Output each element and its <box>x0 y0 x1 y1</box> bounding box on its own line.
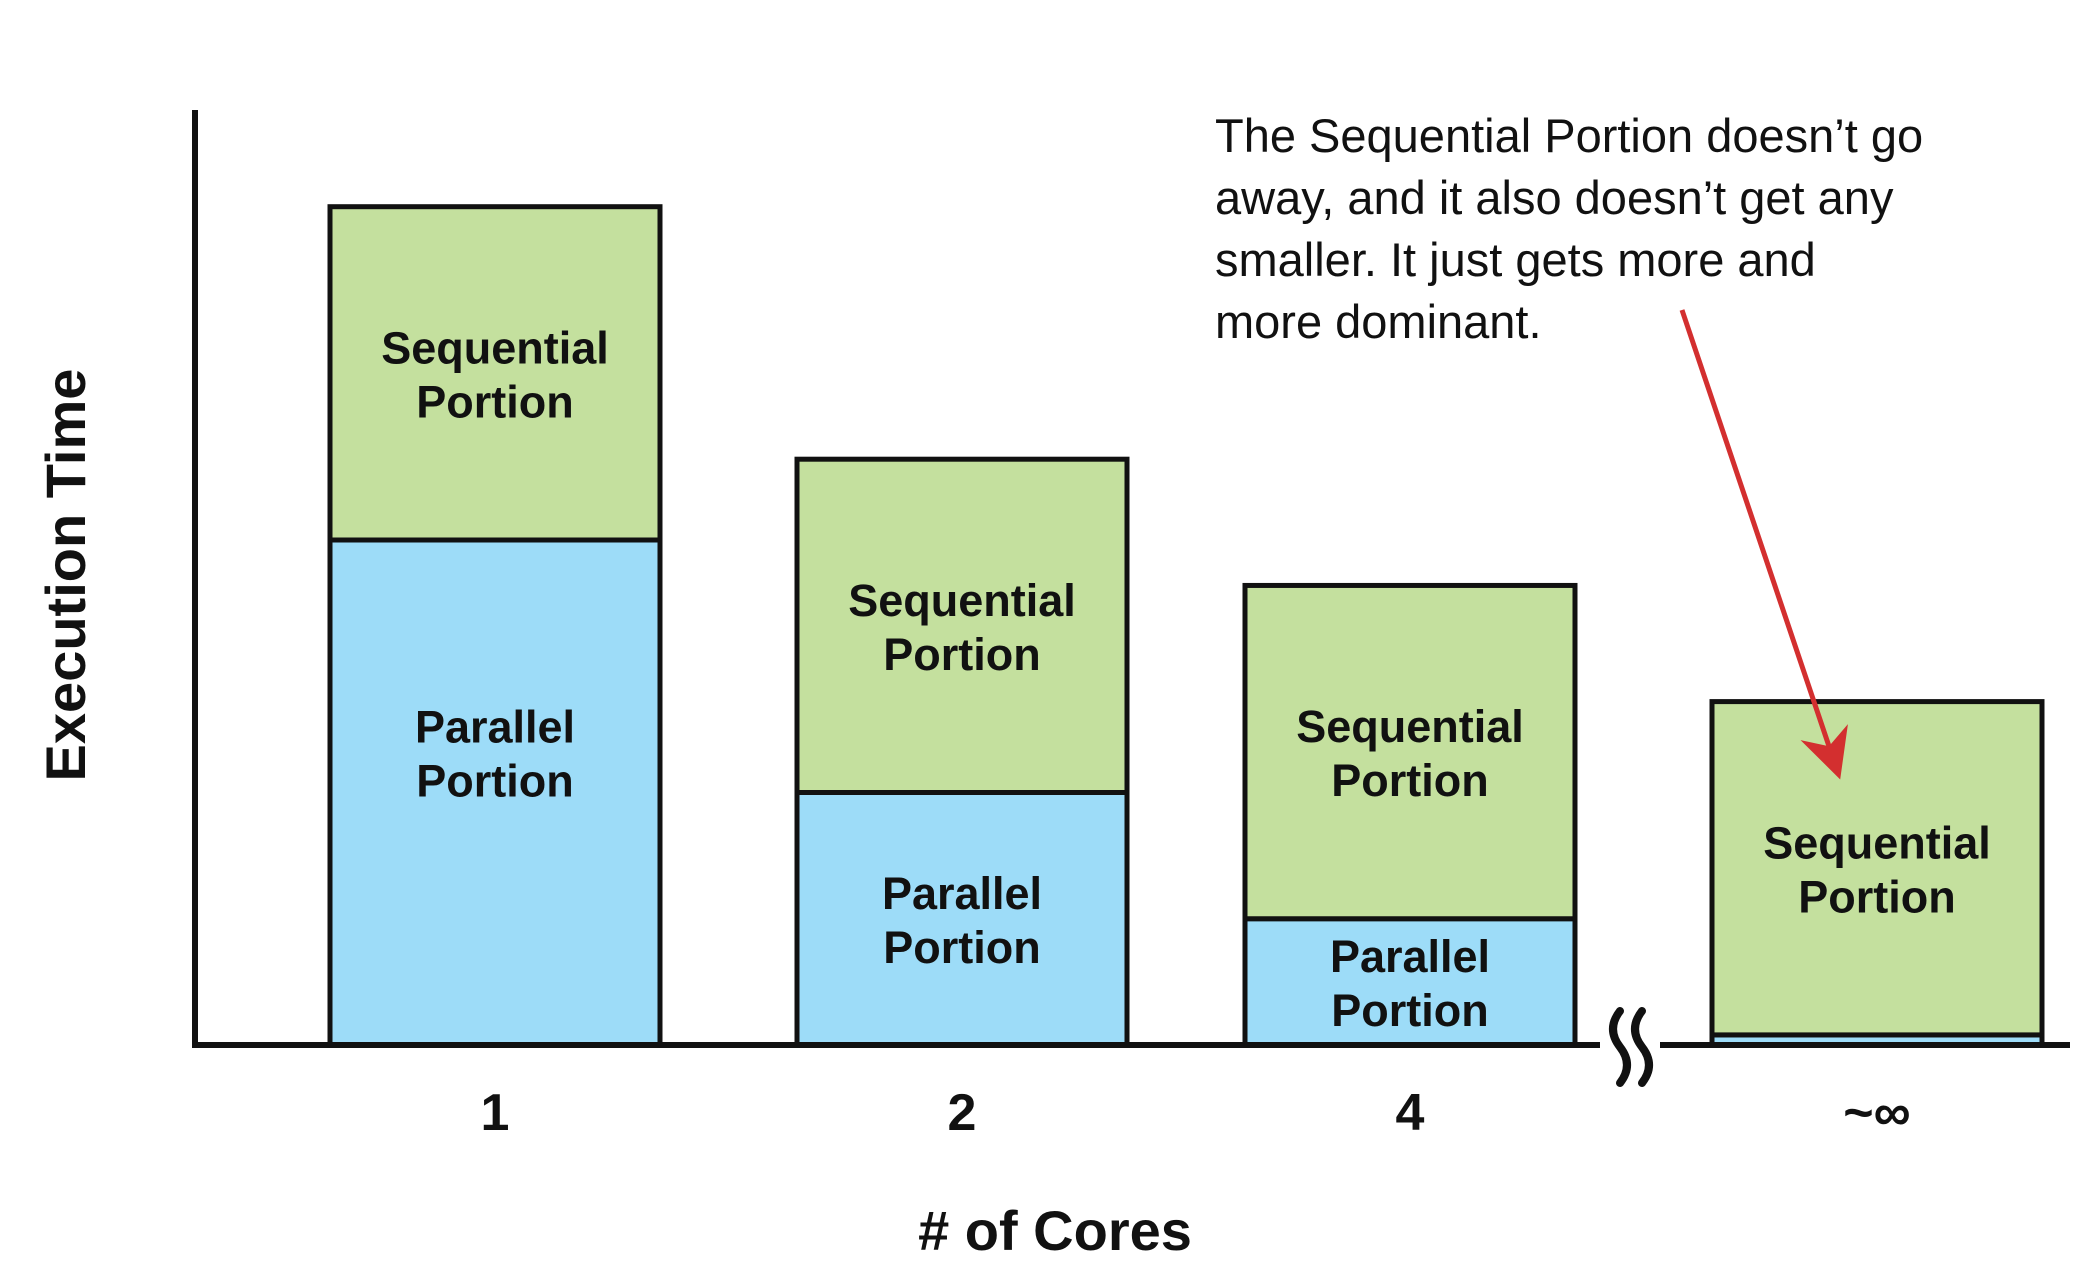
y-axis-title: Execution Time <box>34 369 97 782</box>
annotation-line-3: more dominant. <box>1215 295 1542 348</box>
segment-label-parallel-2: Parallel <box>1330 931 1490 982</box>
bar-parallel-0 <box>327 537 663 1048</box>
segment-label-sequential-1-line2: Portion <box>883 629 1040 680</box>
x-tick-label-3: ~∞ <box>1843 1084 1910 1142</box>
bar-parallel-1 <box>794 790 1130 1048</box>
annotation-arrow <box>1679 309 1848 780</box>
annotation-line-1: away, and it also doesn’t get any <box>1215 171 1894 224</box>
x-tick-label-1: 2 <box>948 1084 977 1142</box>
x-tick-label-0: 1 <box>481 1084 510 1142</box>
bar-sequential-2 <box>1242 582 1578 922</box>
x-tick-label-2: 4 <box>1396 1084 1425 1142</box>
segment-label-sequential-0: Sequential <box>381 322 609 373</box>
axis-break-mark-left <box>1609 1007 1631 1087</box>
segment-label-parallel-1-line2: Portion <box>883 922 1040 973</box>
segment-label-sequential-3: Sequential <box>1763 817 1991 868</box>
segment-label-parallel-2-line2: Portion <box>1331 985 1488 1036</box>
bar-parallel-2 <box>1242 916 1578 1048</box>
annotation-line-0: The Sequential Portion doesn’t go <box>1215 109 1923 162</box>
segment-label-sequential-1: Sequential <box>848 575 1076 626</box>
bar-sequential-1 <box>794 456 1130 795</box>
annotation-line-2: smaller. It just gets more and <box>1215 233 1816 286</box>
axis-break-mark-right <box>1631 1007 1653 1087</box>
bar-sequential-3 <box>1709 699 2045 1038</box>
bar-sequential-0 <box>327 204 663 543</box>
segment-label-sequential-3-line2: Portion <box>1798 871 1955 922</box>
segment-label-parallel-0: Parallel <box>415 702 575 753</box>
segment-label-sequential-0-line2: Portion <box>416 376 573 427</box>
segment-label-parallel-1: Parallel <box>882 868 1042 919</box>
x-axis-title: # of Cores <box>918 1199 1192 1262</box>
segment-label-sequential-2-line2: Portion <box>1331 755 1488 806</box>
segment-label-sequential-2: Sequential <box>1296 701 1524 752</box>
segment-label-parallel-0-line2: Portion <box>416 756 573 807</box>
